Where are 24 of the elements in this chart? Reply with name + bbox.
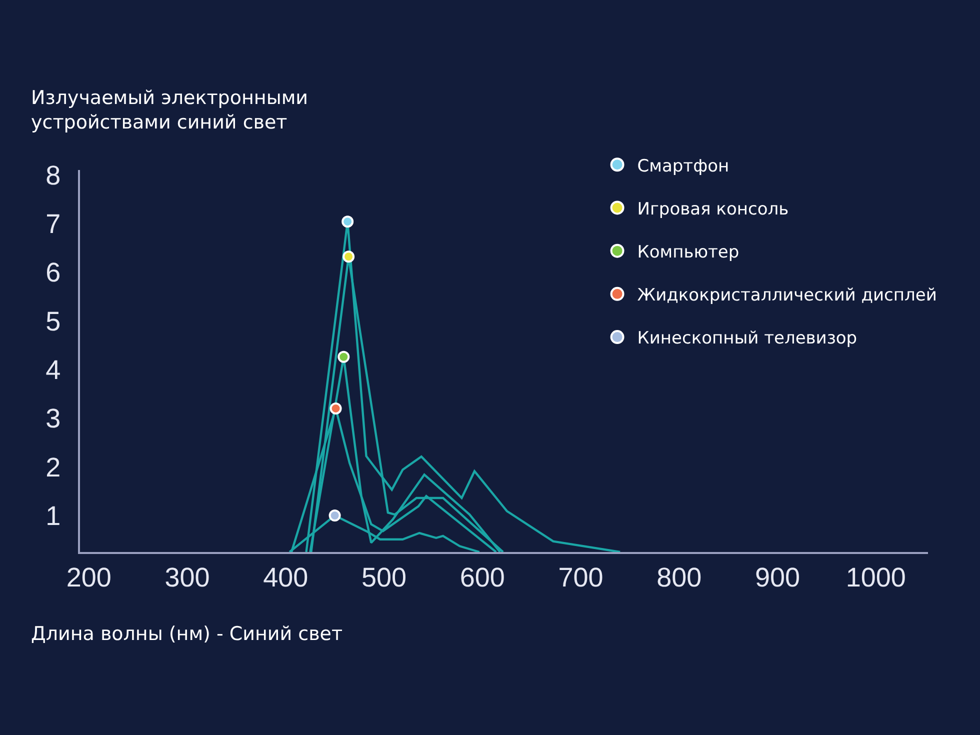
x-tick-label: 900 bbox=[754, 562, 800, 592]
legend-label: Жидкокристаллический дисплей bbox=[637, 286, 937, 306]
y-tick-label: 8 bbox=[46, 160, 61, 190]
x-tick-label: 600 bbox=[460, 562, 505, 592]
y-tick-label: 4 bbox=[46, 354, 61, 385]
x-tick-label: 700 bbox=[558, 562, 604, 592]
x-axis-title: Длина волны (нм) - Синий свет bbox=[31, 623, 343, 645]
legend-label: Кинескопный телевизор bbox=[637, 328, 858, 349]
y-tick-label: 7 bbox=[46, 208, 61, 239]
y-tick-label: 6 bbox=[46, 258, 61, 288]
y-tick-label: 2 bbox=[46, 452, 61, 482]
legend-label: Компьютер bbox=[637, 242, 740, 262]
y-tick-label: 5 bbox=[46, 306, 61, 336]
y-tick-label: 1 bbox=[46, 500, 61, 531]
y-tick-label: 3 bbox=[46, 404, 61, 434]
x-tick-label: 500 bbox=[361, 562, 407, 592]
x-tick-label: 800 bbox=[656, 562, 702, 592]
x-tick-label: 200 bbox=[66, 562, 112, 592]
legend-label: Игровая консоль bbox=[637, 199, 789, 220]
x-tick-label: 400 bbox=[263, 562, 308, 592]
chart-title: Излучаемый электронными устройствами синий свет bbox=[31, 87, 308, 134]
x-tick-label: 1000 bbox=[846, 562, 906, 592]
x-tick-label: 300 bbox=[164, 562, 210, 592]
legend-label: Смартфон bbox=[637, 156, 730, 176]
